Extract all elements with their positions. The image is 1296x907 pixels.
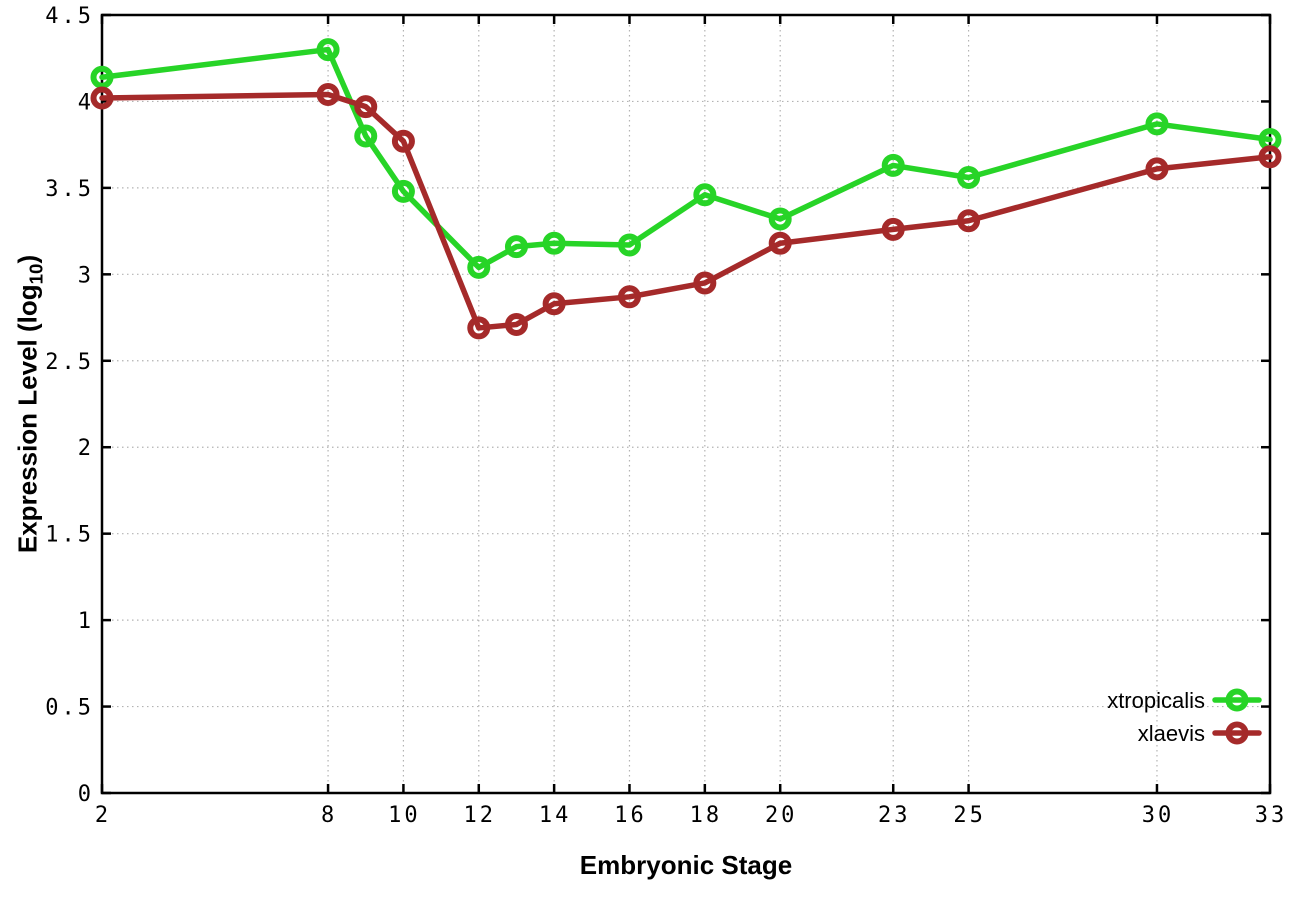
plot-border [100,13,1272,795]
series-xlaevis-marker [90,86,114,110]
series-xlaevis-marker [391,129,415,153]
y-tick-label: 3 [78,263,94,288]
x-tick-label: 33 [1255,803,1288,828]
series-xtropicalis-marker [617,233,641,257]
y-tick-label: 2 [78,436,94,461]
series-xlaevis-marker [316,83,340,107]
series-xtropicalis-marker [1145,112,1169,136]
series-xlaevis-marker [504,312,528,336]
series-xtropicalis-marker [957,166,981,190]
x-tick-label: 2 [95,803,111,828]
series-xtropicalis-marker [354,124,378,148]
series-xtropicalis-marker [90,65,114,89]
series-xlaevis-marker [542,292,566,316]
y-tick-label: 1 [78,609,94,634]
y-axis-title-subscript: 10 [25,263,47,285]
series-xlaevis-marker [467,316,491,340]
y-axis-title-close: ) [12,254,43,264]
x-axis-title: Embryonic Stage [579,850,793,880]
y-tick-label: 1.5 [45,523,94,548]
series-xlaevis-marker [354,95,378,119]
series-xlaevis-marker [881,217,905,241]
series-xtropicalis-marker [391,179,415,203]
series-xlaevis-marker [957,209,981,233]
x-tick-label: 20 [765,803,798,828]
y-tick-label: 0.5 [45,696,94,721]
legend-sample-marker-xlaevis [1225,721,1249,745]
legend-label-xtropicalis: xtropicalis [1107,688,1205,713]
x-tick-label: 30 [1142,803,1175,828]
legend-sample-marker-xtropicalis [1225,688,1249,712]
y-tick-label: 4.5 [45,4,94,29]
series-xtropicalis-marker [693,183,717,207]
series-xlaevis-marker [1258,145,1282,169]
series-xtropicalis-marker [316,38,340,62]
x-tick-label: 18 [690,803,723,828]
series-xtropicalis-marker [467,255,491,279]
series-xtropicalis-marker [542,231,566,255]
series-xtropicalis-marker [504,235,528,259]
series-xlaevis-marker [1145,157,1169,181]
x-tick-label: 10 [388,803,421,828]
x-tick-label: 23 [878,803,911,828]
y-tick-label: 4 [78,90,94,115]
series-xtropicalis-marker [768,207,792,231]
series-xlaevis-marker [768,231,792,255]
series-xlaevis-line [99,91,1273,331]
series-xlaevis-marker [693,271,717,295]
y-axis-title: Expression Level (log10) [13,255,48,553]
x-tick-label: 12 [464,803,497,828]
series-xtropicalis-line [99,46,1273,271]
y-tick-label: 3.5 [45,177,94,202]
y-tick-label: 2.5 [45,350,94,375]
series-xlaevis-marker [617,285,641,309]
x-tick-label: 8 [321,803,337,828]
x-tick-label: 25 [953,803,986,828]
legend-label-xlaevis: xlaevis [1138,721,1205,746]
y-axis-title-text: Expression Level (log [12,284,43,554]
series-xtropicalis-marker [881,153,905,177]
y-tick-label: 0 [78,782,94,807]
x-tick-label: 16 [614,803,647,828]
x-tick-label: 14 [539,803,572,828]
